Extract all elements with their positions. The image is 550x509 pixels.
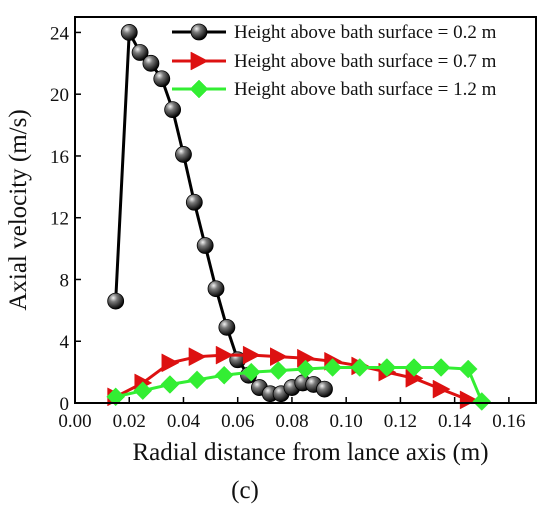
- legend-label: Height above bath surface = 1.2 m: [234, 79, 497, 100]
- data-point: [120, 24, 138, 41]
- data-point: [377, 358, 397, 377]
- data-point: [458, 359, 478, 379]
- y-axis-title: Axial velocity (m/s): [5, 109, 32, 310]
- data-point: [269, 361, 288, 380]
- data-point: [207, 280, 225, 298]
- y-tick-label: 4: [60, 332, 70, 353]
- series-3: [106, 358, 492, 411]
- data-point: [241, 362, 261, 382]
- data-point: [153, 70, 171, 88]
- data-point: [218, 318, 236, 336]
- y-tick-label: 16: [50, 147, 69, 168]
- y-tick-label: 8: [60, 270, 70, 291]
- legend: Height above bath surface = 0.2 m Height …: [172, 22, 497, 100]
- x-tick-label: 0.14: [438, 411, 472, 432]
- data-point: [161, 353, 180, 373]
- data-point: [160, 375, 180, 394]
- data-point: [270, 347, 288, 367]
- data-point: [316, 380, 333, 398]
- panel-label: (c): [231, 477, 259, 504]
- data-point: [189, 79, 209, 99]
- data-point: [196, 237, 214, 254]
- legend-entry: Height above bath surface = 1.2 m: [172, 79, 497, 100]
- legend-label: Height above bath surface = 0.2 m: [234, 22, 497, 43]
- x-tick-label: 0.04: [167, 411, 201, 432]
- data-point: [188, 347, 207, 367]
- data-point: [323, 358, 342, 377]
- x-tick-label: 0.00: [58, 411, 91, 432]
- data-point: [431, 358, 451, 377]
- series-2: [107, 345, 478, 410]
- data-point: [459, 390, 478, 410]
- x-tick-label: 0.10: [330, 411, 363, 432]
- data-point: [190, 51, 209, 71]
- ticks-layer: 0.00 0.02 0.04 0.06 0.08 0.10 0.12 0.14 0.16 0 4 8 1…: [50, 23, 526, 432]
- data-point: [404, 358, 424, 377]
- data-point: [215, 345, 234, 365]
- data-point: [164, 101, 182, 119]
- data-point: [131, 44, 149, 61]
- legend-entry: Height above bath surface = 0.2 m: [172, 22, 497, 43]
- x-axis-title: Radial distance from lance axis (m): [132, 439, 488, 466]
- data-point: [432, 379, 451, 399]
- data-point: [350, 358, 370, 377]
- data-point: [142, 54, 160, 72]
- legend-label: Height above bath surface = 0.7 m: [234, 51, 497, 72]
- x-tick-label: 0.06: [221, 411, 254, 432]
- y-tick-label: 0: [60, 394, 70, 415]
- data-point: [133, 381, 153, 401]
- data-point: [107, 292, 125, 310]
- data-point: [106, 387, 126, 407]
- data-point: [185, 193, 203, 211]
- data-point: [175, 146, 192, 163]
- y-tick-label: 20: [50, 85, 69, 106]
- data-point: [214, 365, 234, 385]
- data-point: [190, 23, 208, 41]
- y-tick-label: 12: [50, 209, 69, 230]
- data-point: [472, 392, 492, 411]
- series-layer: [106, 24, 492, 411]
- x-tick-label: 0.02: [113, 411, 146, 432]
- data-point: [242, 345, 261, 365]
- x-tick-label: 0.08: [275, 411, 308, 432]
- data-point: [296, 359, 315, 379]
- x-tick-label: 0.16: [492, 411, 525, 432]
- data-point: [187, 370, 207, 390]
- legend-entry: Height above bath surface = 0.7 m: [172, 51, 497, 72]
- x-tick-label: 0.12: [384, 411, 417, 432]
- y-tick-label: 24: [50, 23, 70, 44]
- plot-frame: [74, 16, 537, 404]
